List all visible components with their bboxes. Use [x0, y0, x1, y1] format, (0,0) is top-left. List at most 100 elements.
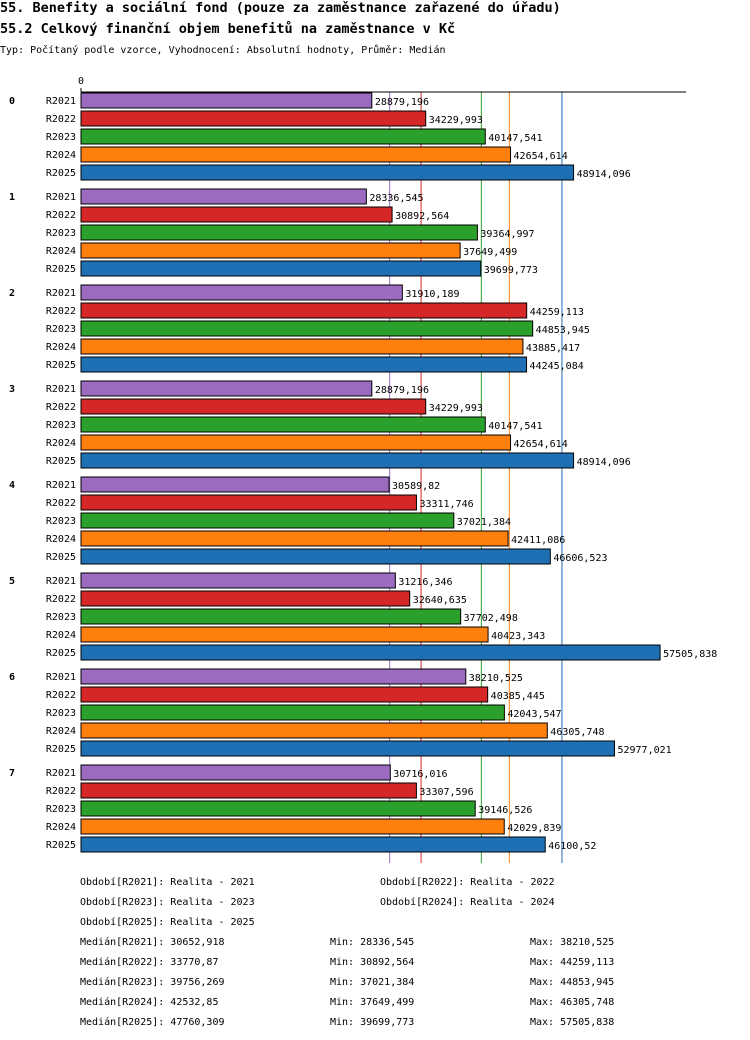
value-label-2-r2024: 43885,417: [526, 343, 580, 354]
value-label-3-r2022: 34229,993: [429, 403, 483, 414]
bar-7-r2024: [80, 818, 505, 835]
bar-4-r2024: [80, 530, 509, 547]
value-label-7-r2025: 46100,52: [548, 841, 596, 852]
bar-1-r2023: [80, 224, 478, 241]
group-label-2: 2: [9, 288, 15, 299]
value-label-4-r2024: 42411,086: [511, 535, 565, 546]
category-label-3-r2021: R2021: [46, 384, 76, 395]
legend-period-r2021: Období[R2021]: Realita - 2021: [80, 877, 255, 888]
stat-min-r2022: Min: 30892,564: [330, 957, 415, 968]
bar-3-r2021: [80, 380, 373, 397]
category-label-3-r2023: R2023: [46, 420, 76, 431]
legend-period-r2025: Období[R2025]: Realita - 2025: [80, 917, 255, 928]
bar-5-r2021: [80, 572, 396, 589]
bar-1-r2024: [80, 242, 461, 259]
category-label-6-r2021: R2021: [46, 672, 76, 683]
value-label-2-r2021: 31910,189: [405, 289, 459, 300]
stat-median-r2025: Medián[R2025]: 47760,309: [80, 1017, 225, 1028]
category-label-4-r2025: R2025: [46, 552, 76, 563]
value-label-7-r2022: 33307,596: [419, 787, 473, 798]
value-label-5-r2024: 40423,343: [491, 631, 545, 642]
category-label-0-r2025: R2025: [46, 168, 76, 179]
category-label-5-r2022: R2022: [46, 594, 76, 605]
value-label-7-r2021: 30716,016: [393, 769, 447, 780]
bar-0-r2025: [80, 164, 575, 181]
chart-subtitle: 55.2 Celkový finanční objem benefitů na …: [0, 21, 456, 37]
category-label-7-r2024: R2024: [46, 822, 76, 833]
category-label-6-r2024: R2024: [46, 726, 76, 737]
value-label-7-r2024: 42029,839: [507, 823, 561, 834]
group-label-0: 0: [9, 96, 15, 107]
value-label-6-r2024: 46305,748: [550, 727, 604, 738]
value-label-1-r2024: 37649,499: [463, 247, 517, 258]
value-label-4-r2021: 30589,82: [392, 481, 440, 492]
bar-0-r2024: [80, 146, 512, 163]
value-label-6-r2023: 42043,547: [507, 709, 561, 720]
value-label-2-r2023: 44853,945: [536, 325, 590, 336]
value-label-3-r2024: 42654,614: [514, 439, 568, 450]
value-label-6-r2025: 52977,021: [617, 745, 671, 756]
category-label-2-r2025: R2025: [46, 360, 76, 371]
category-label-1-r2025: R2025: [46, 264, 76, 275]
category-label-1-r2023: R2023: [46, 228, 76, 239]
bar-4-r2023: [80, 512, 455, 529]
legend-period-r2023: Období[R2023]: Realita - 2023: [80, 897, 255, 908]
category-label-4-r2024: R2024: [46, 534, 76, 545]
value-label-4-r2022: 33311,746: [419, 499, 473, 510]
bar-2-r2024: [80, 338, 524, 355]
value-label-2-r2025: 44245,084: [530, 361, 584, 372]
value-label-6-r2022: 40385,445: [491, 691, 545, 702]
category-label-3-r2025: R2025: [46, 456, 76, 467]
category-label-3-r2024: R2024: [46, 438, 76, 449]
value-label-0-r2024: 42654,614: [514, 151, 568, 162]
chart-description: Typ: Počítaný podle vzorce, Vyhodnocení:…: [0, 45, 446, 56]
bar-5-r2025: [80, 644, 661, 661]
bar-7-r2025: [80, 836, 546, 853]
category-label-0-r2023: R2023: [46, 132, 76, 143]
group-label-6: 6: [9, 672, 15, 683]
bar-2-r2023: [80, 320, 534, 337]
bar-6-r2023: [80, 704, 505, 721]
stat-min-r2024: Min: 37649,499: [330, 997, 415, 1008]
bar-5-r2022: [80, 590, 411, 607]
bar-7-r2023: [80, 800, 476, 817]
bar-0-r2021: [80, 92, 373, 109]
category-label-0-r2024: R2024: [46, 150, 76, 161]
category-label-3-r2022: R2022: [46, 402, 76, 413]
bar-6-r2025: [80, 740, 615, 757]
category-label-5-r2025: R2025: [46, 648, 76, 659]
value-label-6-r2021: 38210,525: [469, 673, 523, 684]
value-label-5-r2023: 37702,498: [464, 613, 518, 624]
bar-0-r2022: [80, 110, 427, 127]
value-label-0-r2025: 48914,096: [577, 169, 631, 180]
value-label-5-r2025: 57505,838: [663, 649, 717, 660]
category-label-7-r2023: R2023: [46, 804, 76, 815]
bar-4-r2021: [80, 476, 390, 493]
stat-median-r2023: Medián[R2023]: 39756,269: [80, 977, 225, 988]
bar-7-r2021: [80, 764, 391, 781]
value-label-2-r2022: 44259,113: [530, 307, 584, 318]
legend-period-r2022: Období[R2022]: Realita - 2022: [380, 877, 555, 888]
stat-min-r2021: Min: 28336,545: [330, 937, 415, 948]
category-label-6-r2023: R2023: [46, 708, 76, 719]
bar-4-r2022: [80, 494, 417, 511]
chart-title: 55. Benefity a sociální fond (pouze za z…: [0, 0, 561, 16]
group-label-4: 4: [9, 480, 15, 491]
value-label-3-r2021: 28879,196: [375, 385, 429, 396]
stat-max-r2024: Max: 46305,748: [530, 997, 615, 1008]
category-label-5-r2024: R2024: [46, 630, 76, 641]
bar-0-r2023: [80, 128, 486, 145]
value-label-4-r2025: 46606,523: [553, 553, 607, 564]
bar-6-r2021: [80, 668, 467, 685]
stat-max-r2021: Max: 38210,525: [530, 937, 615, 948]
value-label-3-r2023: 40147,541: [488, 421, 542, 432]
category-label-2-r2023: R2023: [46, 324, 76, 335]
bar-1-r2021: [80, 188, 367, 205]
stat-min-r2025: Min: 39699,773: [330, 1017, 415, 1028]
category-label-7-r2021: R2021: [46, 768, 76, 779]
category-label-5-r2023: R2023: [46, 612, 76, 623]
value-label-0-r2021: 28879,196: [375, 97, 429, 108]
bar-5-r2024: [80, 626, 489, 643]
bar-7-r2022: [80, 782, 417, 799]
